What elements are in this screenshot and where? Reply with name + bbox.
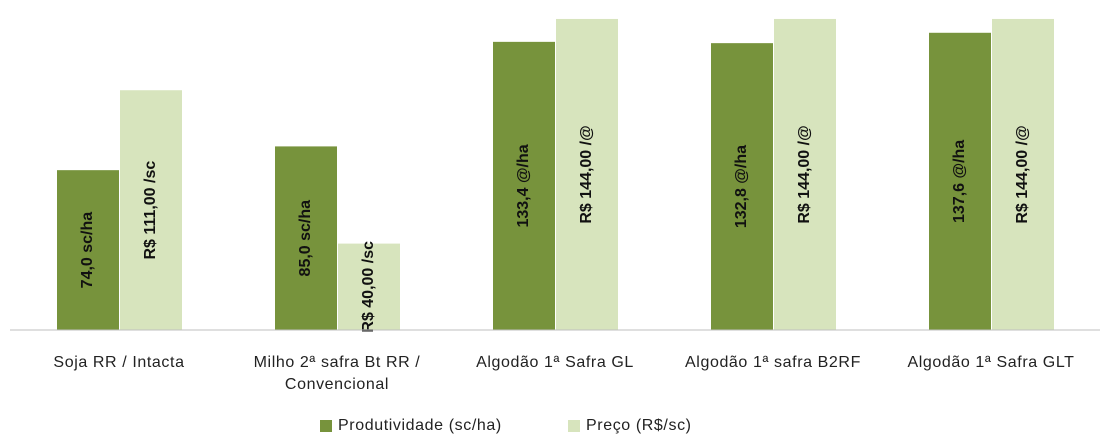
legend-item: Produtividade (sc/ha) <box>320 417 502 435</box>
bar <box>774 18 836 331</box>
bar <box>711 43 773 330</box>
bar <box>929 32 991 331</box>
legend-item: Preço (R$/sc) <box>568 417 692 435</box>
data-label: 133,4 @/ha <box>515 144 532 227</box>
data-label: R$ 40,00 /sc <box>360 241 377 333</box>
legend-swatch <box>320 420 332 432</box>
data-label: 137,6 @/ha <box>951 140 968 223</box>
data-label: 74,0 sc/ha <box>79 212 96 289</box>
x-tick-label: Algodão 1ª Safra GLT <box>907 354 1075 371</box>
bar <box>57 170 119 330</box>
bar <box>493 41 555 331</box>
bar <box>992 18 1054 331</box>
bar <box>556 18 618 331</box>
legend-label: Preço (R$/sc) <box>586 417 692 434</box>
data-label: 85,0 sc/ha <box>297 200 314 277</box>
data-label: R$ 144,00 /@ <box>796 125 813 223</box>
data-label: R$ 144,00 /@ <box>578 125 595 223</box>
x-tick-label: Soja RR / Intacta <box>53 354 185 371</box>
bar <box>338 243 400 330</box>
x-tick-label: Algodão 1ª Safra GL <box>476 354 634 371</box>
bar <box>120 90 182 331</box>
legend-swatch <box>568 420 580 432</box>
data-label: 132,8 @/ha <box>733 145 750 228</box>
x-tick-label: Milho 2ª safra Bt RR / Convencional <box>253 354 421 393</box>
data-label: R$ 111,00 /sc <box>142 161 159 260</box>
bar <box>275 146 337 330</box>
legend-label: Produtividade (sc/ha) <box>338 417 502 434</box>
x-tick-label: Algodão 1ª safra B2RF <box>685 354 861 371</box>
data-label: R$ 144,00 /@ <box>1014 125 1031 223</box>
